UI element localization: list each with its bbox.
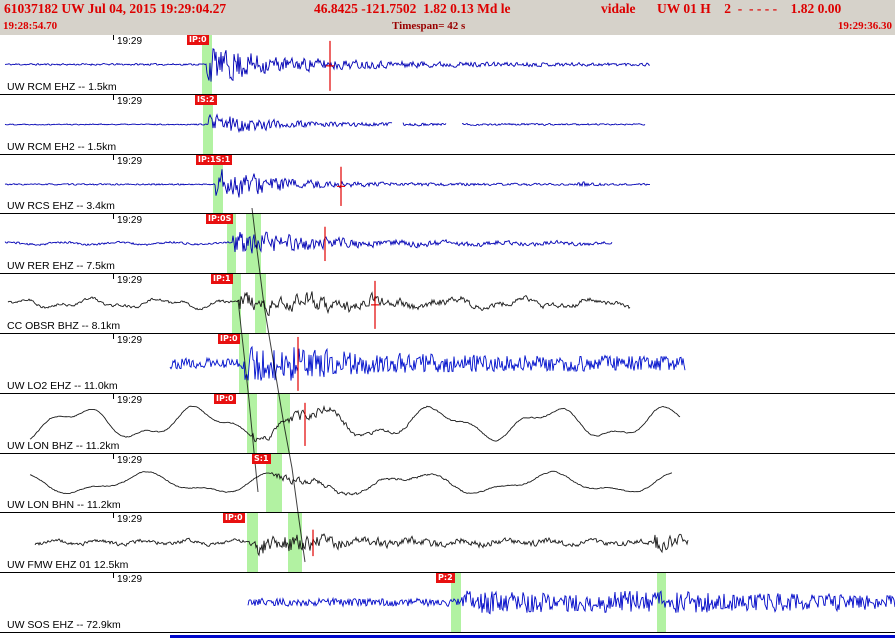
station-label: UW SOS EHZ -- 72.9km bbox=[7, 618, 121, 631]
pick-flag[interactable]: IP:0 bbox=[187, 35, 209, 45]
trace-time-label: 19:29 bbox=[117, 215, 143, 227]
pick-flag[interactable]: IP:0 bbox=[218, 333, 240, 344]
trace-time-label: 19:29 bbox=[117, 334, 143, 346]
trace-row-4[interactable]: 19:29 UW RER EHZ -- 7.5km IP:0S bbox=[0, 214, 895, 275]
minute-tick bbox=[113, 274, 114, 280]
pick-flag[interactable]: IP:0 bbox=[223, 513, 245, 524]
trace-time-label: 19:29 bbox=[117, 454, 143, 466]
waveform-1 bbox=[4, 40, 651, 91]
waveform-trace bbox=[4, 168, 651, 198]
minute-tick bbox=[113, 333, 114, 339]
analyst-name: vidale bbox=[601, 1, 636, 16]
pick-flag[interactable]: IP:1S:1 bbox=[196, 154, 233, 165]
waveform-8 bbox=[29, 470, 673, 496]
minute-tick bbox=[113, 154, 114, 160]
pick-flag[interactable]: IS:2 bbox=[195, 94, 217, 105]
pick-highlight-band bbox=[232, 274, 241, 333]
station-label: CC OBSR BHZ -- 8.1km bbox=[7, 319, 121, 332]
waveform-trace bbox=[247, 590, 895, 615]
window-end-time: 19:29:36.30 bbox=[837, 20, 892, 32]
station-label: UW LON BHZ -- 11.2km bbox=[7, 439, 120, 452]
window-start-time: 19:28:54.70 bbox=[3, 20, 58, 32]
pick-flag[interactable]: IP:0 bbox=[214, 393, 236, 404]
station-label: UW RCM EHZ -- 1.5km bbox=[7, 80, 117, 93]
trace-row-9[interactable]: 19:29 UW FMW EHZ 01 12.5km IP:0 bbox=[0, 513, 895, 574]
minute-tick bbox=[113, 513, 114, 519]
trace-row-3[interactable]: 19:29 UW RCS EHZ -- 3.4km IP:1S:1 bbox=[0, 154, 895, 215]
trace-time-label: 19:29 bbox=[117, 394, 143, 406]
minute-tick bbox=[113, 573, 114, 579]
pick-highlight-band bbox=[202, 35, 212, 94]
pick-flag[interactable]: S:1 bbox=[252, 453, 271, 464]
pick-highlight-band bbox=[227, 214, 236, 274]
waveform-trace bbox=[4, 113, 646, 133]
minute-tick bbox=[113, 453, 114, 459]
trace-row-5[interactable]: 19:29 CC OBSR BHZ -- 8.1km IP:1 bbox=[0, 274, 895, 334]
timespan-label: Timespan= 42 s bbox=[392, 20, 466, 32]
station-label: UW RCM EH2 -- 1.5km bbox=[7, 140, 117, 153]
trace-time-label: 19:29 bbox=[117, 95, 143, 107]
pick-flag[interactable]: P:2 bbox=[436, 573, 455, 584]
waveform-3 bbox=[4, 166, 651, 206]
trace-time-label: 19:29 bbox=[117, 36, 143, 47]
waveform-trace bbox=[29, 470, 673, 496]
event-status-flags: UW 01 H 2 - - - - - 1.82 0.00 bbox=[657, 1, 842, 16]
header-bar: 61037182 UW Jul 04, 2015 19:29:04.27 46.… bbox=[0, 0, 895, 36]
minute-tick bbox=[113, 35, 114, 40]
partial-trace-band bbox=[170, 634, 895, 638]
trace-row-1[interactable]: 19:29 UW RCM EHZ -- 1.5km IP:0 bbox=[0, 35, 895, 95]
pick-flag[interactable]: IP:1 bbox=[211, 274, 233, 285]
event-location-magnitude: 46.8425 -121.7502 1.82 0.13 Md le bbox=[314, 1, 511, 16]
trace-time-label: 19:29 bbox=[117, 514, 143, 526]
event-id-and-origin-time: 61037182 UW Jul 04, 2015 19:29:04.27 bbox=[4, 1, 227, 16]
waveform-trace bbox=[169, 345, 686, 381]
trace-time-label: 19:29 bbox=[117, 155, 143, 167]
waveform-4 bbox=[4, 227, 613, 262]
station-label: UW LO2 EHZ -- 11.0km bbox=[7, 379, 118, 392]
station-label: UW FMW EHZ 01 12.5km bbox=[7, 559, 129, 572]
minute-tick bbox=[113, 393, 114, 399]
waveform-2 bbox=[4, 113, 646, 133]
trace-row-8[interactable]: 19:29 UW LON BHN -- 11.2km S:1 bbox=[0, 453, 895, 514]
waveform-9 bbox=[34, 530, 689, 558]
waveform-trace bbox=[4, 48, 651, 82]
waveform-trace bbox=[7, 291, 631, 317]
partial-next-trace bbox=[0, 632, 895, 640]
trace-row-10[interactable]: 19:29 UW SOS EHZ -- 72.9km P:2 bbox=[0, 573, 895, 633]
minute-tick bbox=[113, 94, 114, 100]
waveform-10 bbox=[247, 590, 895, 615]
waveform-5 bbox=[7, 281, 631, 330]
waveform-trace bbox=[29, 404, 681, 443]
station-label: UW RCS EHZ -- 3.4km bbox=[7, 200, 115, 213]
trace-time-label: 19:29 bbox=[117, 574, 143, 586]
trace-area: 19:29 UW RCM EHZ -- 1.5km IP:0 19:29 UW RCM … bbox=[0, 35, 895, 640]
minute-tick bbox=[113, 214, 114, 220]
waveform-trace bbox=[4, 232, 613, 254]
trace-time-label: 19:29 bbox=[117, 275, 143, 287]
station-label: UW LON BHN -- 11.2km bbox=[7, 499, 121, 512]
trace-row-7[interactable]: 19:29 UW LON BHZ -- 11.2km IP:0 bbox=[0, 393, 895, 454]
trace-row-6[interactable]: 19:29 UW LO2 EHZ -- 11.0km IP:0 bbox=[0, 333, 895, 394]
pick-flag[interactable]: IP:0S bbox=[206, 214, 234, 225]
waveform-trace bbox=[34, 533, 689, 558]
trace-row-2[interactable]: 19:29 UW RCM EH2 -- 1.5km IS:2 bbox=[0, 94, 895, 155]
station-label: UW RER EHZ -- 7.5km bbox=[7, 260, 115, 273]
